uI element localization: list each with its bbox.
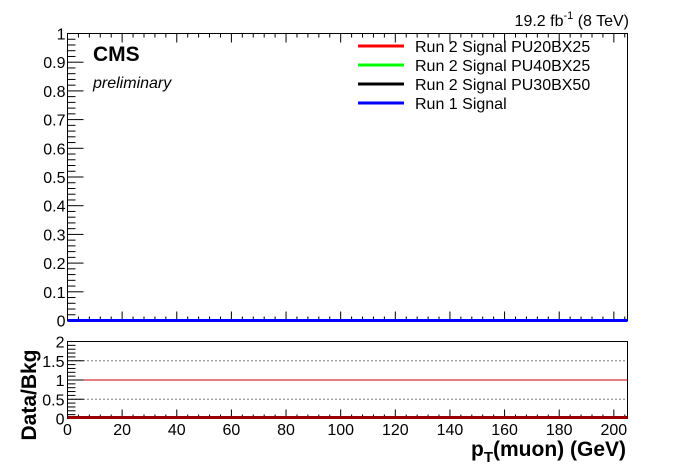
- upper-y-tick-label: 0.2: [43, 256, 65, 273]
- upper-y-tick-label: 0: [57, 314, 66, 331]
- ratio-y-tick-label: 1.5: [42, 354, 64, 371]
- upper-y-tick-label: 1: [57, 27, 66, 44]
- ratio-x-tick-label: 140: [437, 422, 464, 439]
- ratio-x-tick-label: 40: [168, 422, 186, 439]
- upper-y-tick-label: 0.1: [43, 285, 65, 302]
- ratio-x-tick-label: 80: [277, 422, 295, 439]
- ratio-x-tick-label: 180: [546, 422, 573, 439]
- upper-y-tick-label: 0.7: [43, 113, 65, 130]
- upper-y-tick-label: 0.9: [43, 55, 65, 72]
- preliminary-label: preliminary: [92, 75, 172, 92]
- ratio-y-tick-labels: 0 0.5 1 1.5 2: [42, 335, 64, 429]
- upper-axis-ticks: [67, 33, 626, 321]
- ratio-gridlines: [67, 360, 628, 400]
- ratio-x-tick-label: 160: [491, 422, 518, 439]
- ratio-x-tick-label: 60: [223, 422, 241, 439]
- upper-y-tick-label: 0.3: [43, 227, 65, 244]
- upper-y-tick-label: 0.6: [43, 141, 65, 158]
- legend-label: Run 1 Signal: [415, 96, 507, 113]
- ratio-x-tick-label: 100: [327, 422, 354, 439]
- ratio-y-axis-title: Data/Bkg: [18, 349, 41, 440]
- ratio-y-tick-label: 0: [56, 412, 65, 429]
- upper-y-tick-label: 0.5: [43, 170, 65, 187]
- legend-label: Run 2 Signal PU40BX25: [415, 58, 590, 75]
- ratio-x-tick-label: 0: [63, 422, 72, 439]
- x-axis-title: pT(muon) (GeV): [471, 438, 626, 466]
- ratio-y-tick-label: 1: [56, 373, 65, 390]
- ratio-y-tick-label: 2: [56, 335, 65, 352]
- ratio-x-tick-labels: 0 20 40 60 80 100 120 140 160 180 200: [63, 422, 627, 439]
- ratio-y-tick-label: 0.5: [42, 392, 64, 409]
- legend-label: Run 2 Signal PU30BX50: [415, 77, 590, 94]
- legend-label: Run 2 Signal PU20BX25: [415, 39, 590, 56]
- lumi-label: 19.2 fb-1 (8 TeV): [515, 10, 629, 30]
- upper-y-tick-label: 0.8: [43, 84, 65, 101]
- legend: Run 2 Signal PU20BX25 Run 2 Signal PU40BX…: [358, 39, 590, 113]
- cms-label: CMS: [93, 43, 140, 66]
- ratio-x-tick-label: 120: [382, 422, 409, 439]
- upper-y-tick-label: 0.4: [43, 199, 65, 216]
- ratio-x-tick-label: 20: [113, 422, 131, 439]
- ratio-x-tick-label: 200: [600, 422, 627, 439]
- upper-y-tick-labels: 0 0.1 0.2 0.3 0.4 0.5 0.6 0.7 0.8 0.9 1: [43, 27, 65, 331]
